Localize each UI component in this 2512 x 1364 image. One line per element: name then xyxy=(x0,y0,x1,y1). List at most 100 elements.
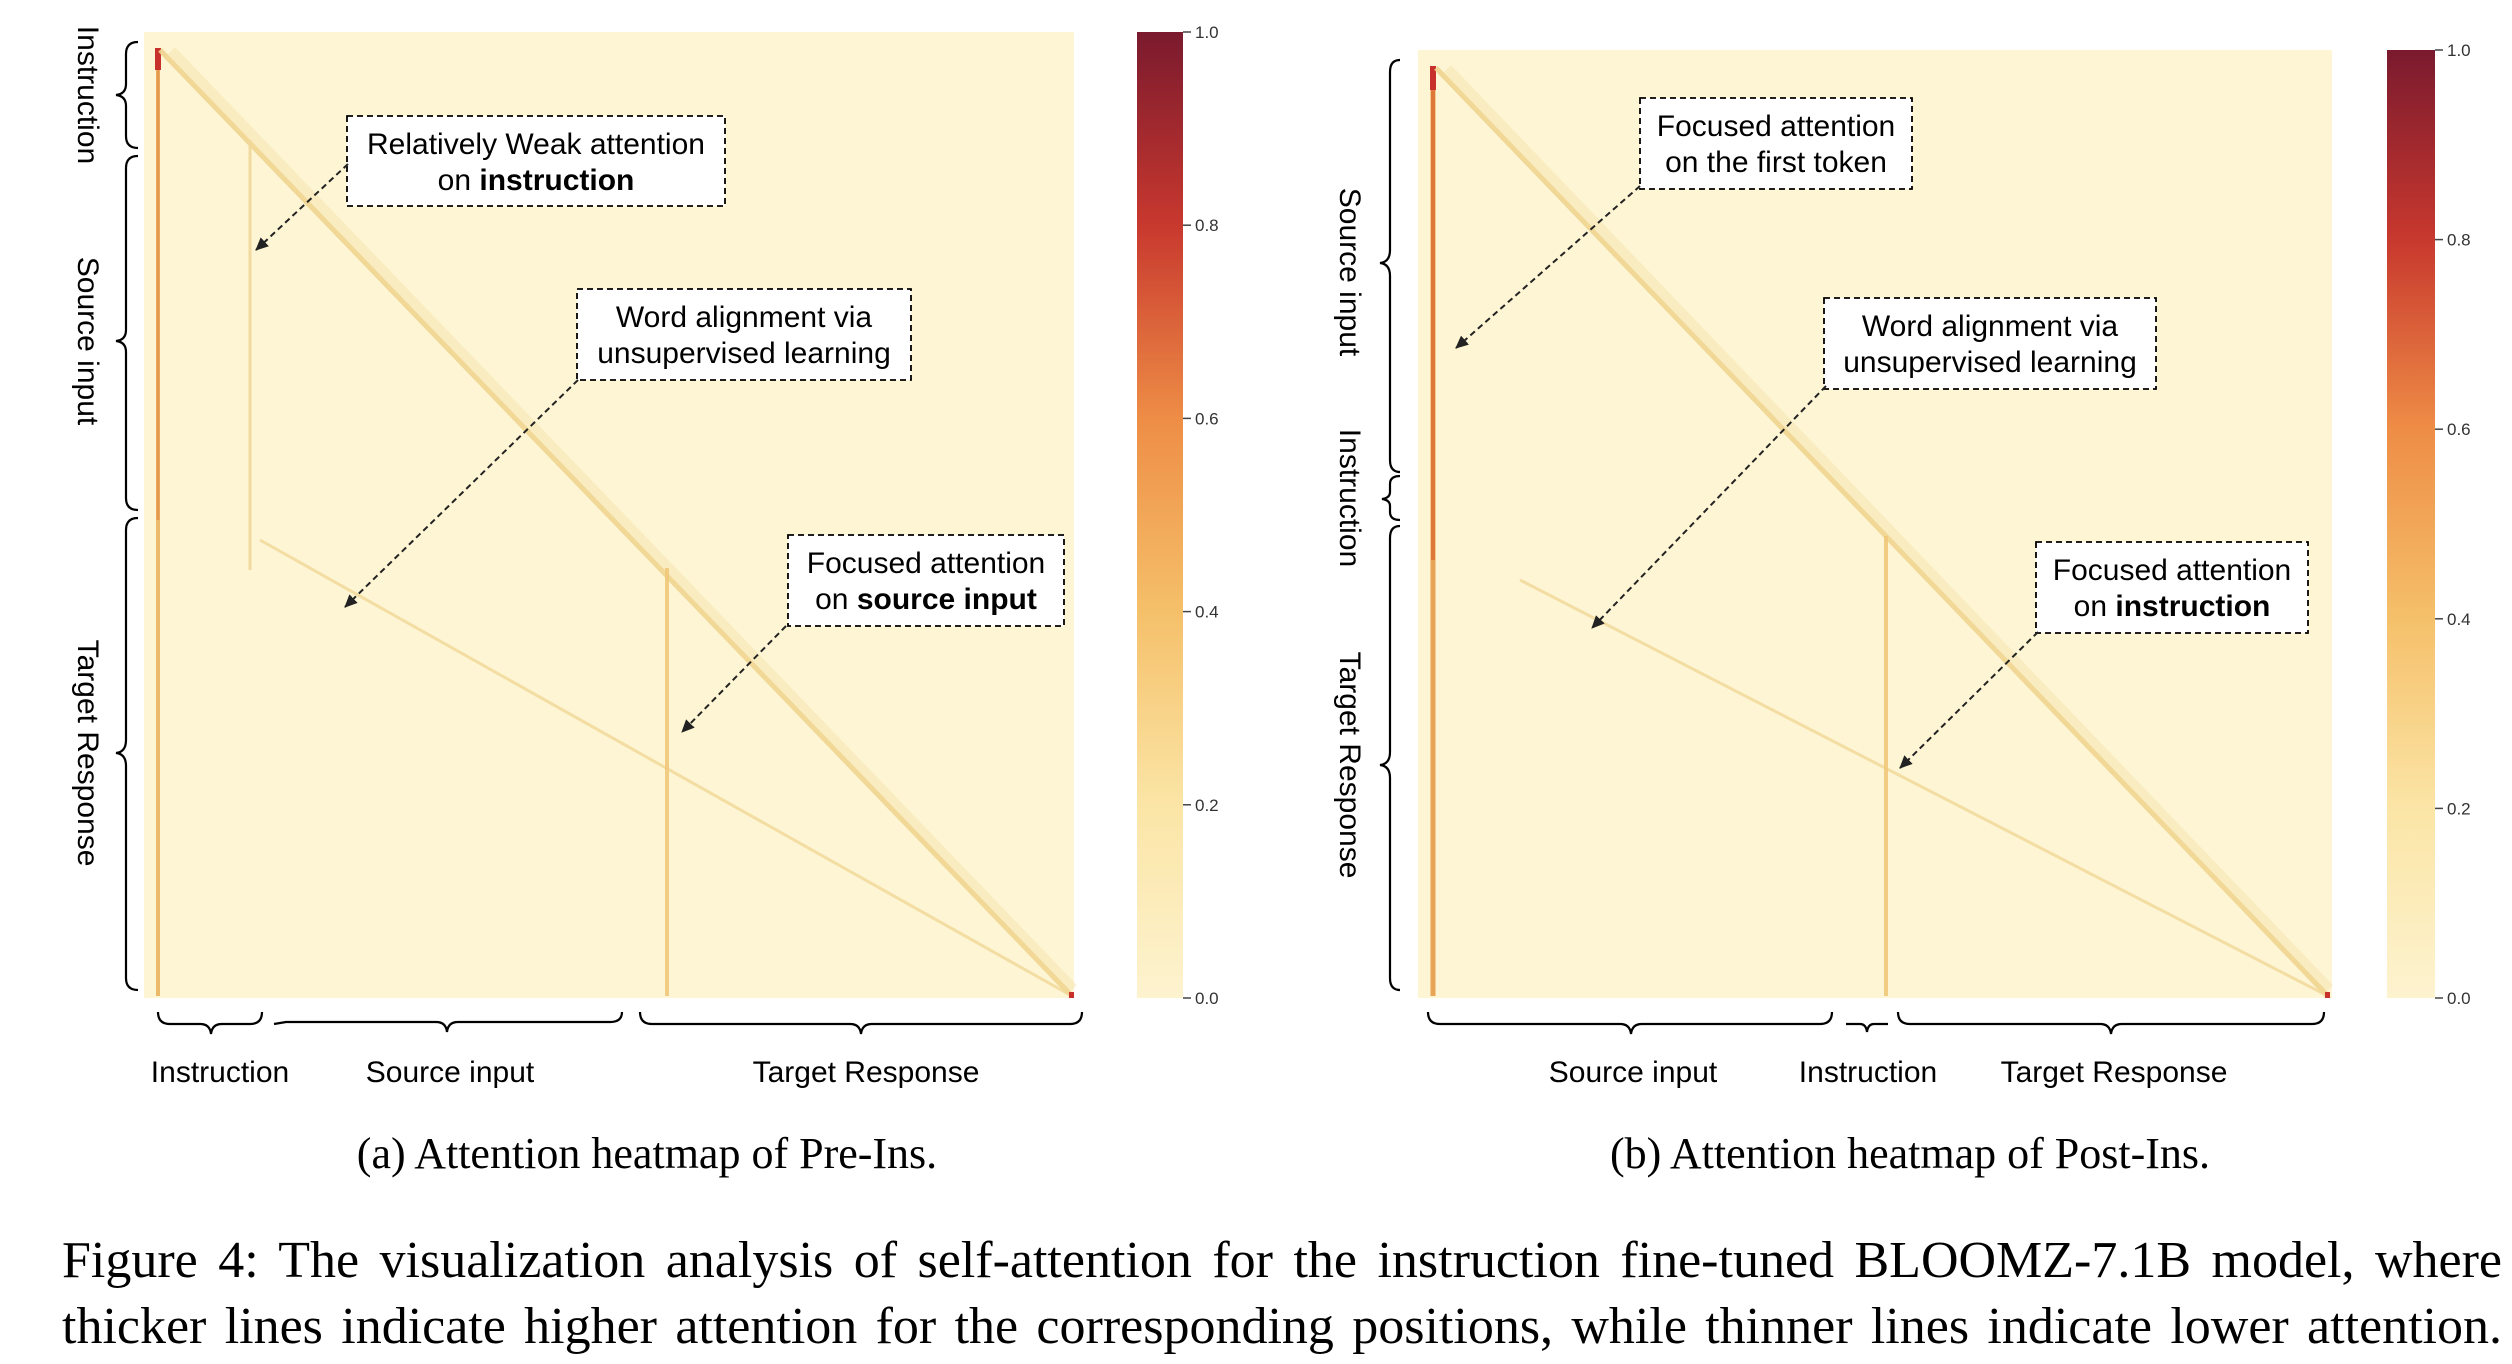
x-label-a-target: Target Response xyxy=(753,1056,980,1089)
figure-caption-line-1: Figure 4: The visualization analysis of … xyxy=(62,1232,2502,1289)
annotation-line: Focused attention xyxy=(807,547,1046,580)
annotation-a-1-text: Relatively Weak attention on instruction xyxy=(367,128,705,197)
x-braces-b xyxy=(1426,1011,2326,1035)
annotation-fragment: Relatively Weak attention xyxy=(367,128,705,161)
annotation-a-1-arrow xyxy=(255,163,349,251)
subcaption-b: (b) Attention heatmap of Post-Ins. xyxy=(1610,1129,2210,1178)
annotation-line: Relatively Weak attention xyxy=(367,128,705,161)
annotation-line: on the first token xyxy=(1665,146,1887,179)
x-label-a-source: Source input xyxy=(366,1056,535,1089)
annotation-b-2-arrow xyxy=(1591,385,1827,629)
annotation-fragment: instruction xyxy=(479,164,634,197)
x-label-a-instruction: Instruction xyxy=(151,1056,289,1089)
colorbar-a-gradient xyxy=(1137,32,1183,998)
annotation-fragment: Focused attention xyxy=(2053,554,2292,587)
annotation-b-1: Focused attention on the first token xyxy=(1455,97,1913,349)
annotation-line: on source input xyxy=(815,583,1037,616)
colorbar-a: 0.0 0.2 0.4 0.6 0.8 1.0 xyxy=(1137,23,1219,1008)
annotation-b-3: Focused attention on instruction xyxy=(1899,541,2309,769)
heatmap-b-alignment-diagonal xyxy=(1519,578,2329,998)
annotation-a-3-arrow xyxy=(681,625,787,733)
annotation-a-2-box xyxy=(576,288,912,381)
heatmap-a-first-token-peak xyxy=(155,48,161,70)
x-label-b-source: Source input xyxy=(1549,1056,1718,1089)
colorbar-b: 0.0 0.2 0.4 0.6 0.8 1.0 xyxy=(2387,41,2471,1008)
annotation-a-1-box xyxy=(346,115,726,207)
colorbar-tick-label: 1.0 xyxy=(2447,41,2471,60)
colorbar-tick-label: 0.2 xyxy=(1195,796,1219,815)
heatmap-a-end-cell xyxy=(1069,992,1074,998)
x-label-b-instruction: Instruction xyxy=(1799,1056,1937,1089)
panel-b: 0.0 0.2 0.4 0.6 0.8 1.0 Source input Instruct… xyxy=(1333,41,2471,1178)
annotation-b-1-text: Focused attention on the first token xyxy=(1657,110,1896,179)
colorbar-tick-label: 0.2 xyxy=(2447,799,2471,818)
y-brace-b-source xyxy=(1379,58,1401,474)
y-label-b-instruction: Instruction xyxy=(1333,429,1366,567)
annotation-fragment: on xyxy=(438,164,480,197)
heatmap-b-end-cell xyxy=(2325,992,2330,998)
annotation-b-3-arrow xyxy=(1899,631,2039,769)
annotation-line: unsupervised learning xyxy=(1843,346,2137,379)
y-label-a-source: Source input xyxy=(71,257,104,426)
x-brace-a-target xyxy=(638,1011,1084,1035)
annotation-fragment: Word alignment via xyxy=(1862,310,2119,343)
annotation-fragment: Word alignment via xyxy=(616,301,873,334)
annotation-a-3: Focused attention on source input xyxy=(681,534,1065,733)
annotation-fragment: on xyxy=(815,583,857,616)
panel-a: 0.0 0.2 0.4 0.6 0.8 1.0 Instruction Source in… xyxy=(71,23,1219,1178)
y-label-b-target: Target Response xyxy=(1333,652,1366,879)
colorbar-a-ticks: 0.0 0.2 0.4 0.6 0.8 1.0 xyxy=(1183,23,1219,1008)
annotation-a-3-text: Focused attention on source input xyxy=(807,547,1046,616)
heatmap-a-main-diagonal xyxy=(158,48,1074,998)
y-label-a-target: Target Response xyxy=(71,640,104,867)
figure-caption: Figure 4: The visualization analysis of … xyxy=(62,1228,2502,1360)
y-braces-b xyxy=(1379,58,1401,992)
x-braces-a xyxy=(156,1011,1084,1035)
x-brace-a-source xyxy=(273,1011,624,1033)
y-brace-b-instruction xyxy=(1381,474,1401,522)
annotation-a-1: Relatively Weak attention on instruction xyxy=(255,115,726,251)
colorbar-b-gradient xyxy=(2387,50,2435,998)
annotation-b-3-text: Focused attention on instruction xyxy=(2053,554,2292,623)
annotation-line: on instruction xyxy=(2074,590,2271,623)
annotation-a-2-arrow xyxy=(344,379,579,608)
y-label-b-source: Source input xyxy=(1333,188,1366,357)
subcaption-a: (a) Attention heatmap of Pre-Ins. xyxy=(357,1129,937,1178)
annotation-line: Focused attention xyxy=(2053,554,2292,587)
annotation-fragment: Focused attention xyxy=(1657,110,1896,143)
colorbar-tick-label: 0.0 xyxy=(1195,989,1219,1008)
annotation-fragment: unsupervised learning xyxy=(1843,346,2137,379)
annotation-line: Word alignment via xyxy=(1862,310,2119,343)
annotation-fragment: on xyxy=(2074,590,2116,623)
heatmap-b-main-diagonal xyxy=(1434,66,2330,998)
y-brace-a-instruction xyxy=(115,40,139,150)
annotation-line: Word alignment via xyxy=(616,301,873,334)
annotation-fragment: Focused attention xyxy=(807,547,1046,580)
x-brace-a-instruction xyxy=(156,1011,264,1035)
annotation-fragment: source input xyxy=(857,583,1037,616)
annotation-line: unsupervised learning xyxy=(597,337,891,370)
figure-caption-line-2: thicker lines indicate higher attention … xyxy=(62,1298,2502,1355)
colorbar-tick-label: 0.6 xyxy=(2447,420,2471,439)
annotation-a-2: Word alignment via unsupervised learning xyxy=(344,288,912,608)
annotation-b-1-box xyxy=(1639,97,1913,190)
annotation-line: on instruction xyxy=(438,164,635,197)
colorbar-tick-label: 0.8 xyxy=(2447,231,2471,250)
colorbar-tick-label: 1.0 xyxy=(1195,23,1219,42)
x-brace-b-source xyxy=(1426,1011,1834,1035)
y-braces-a xyxy=(115,40,139,992)
annotation-fragment: unsupervised learning xyxy=(597,337,891,370)
colorbar-tick-label: 0.0 xyxy=(2447,989,2471,1008)
heatmap-a-diagonal-shade xyxy=(164,47,1078,995)
annotation-a-3-box xyxy=(787,534,1065,627)
colorbar-tick-label: 0.4 xyxy=(1195,603,1219,622)
y-brace-b-target xyxy=(1379,524,1401,992)
colorbar-tick-label: 0.4 xyxy=(2447,610,2471,629)
annotation-b-2: Word alignment via unsupervised learning xyxy=(1591,297,2157,629)
x-label-b-target: Target Response xyxy=(2001,1056,2228,1089)
x-brace-b-target xyxy=(1896,1011,2326,1035)
x-brace-b-instruction xyxy=(1846,1022,1888,1033)
colorbar-b-ticks: 0.0 0.2 0.4 0.6 0.8 1.0 xyxy=(2435,41,2471,1008)
annotation-b-2-box xyxy=(1823,297,2157,390)
